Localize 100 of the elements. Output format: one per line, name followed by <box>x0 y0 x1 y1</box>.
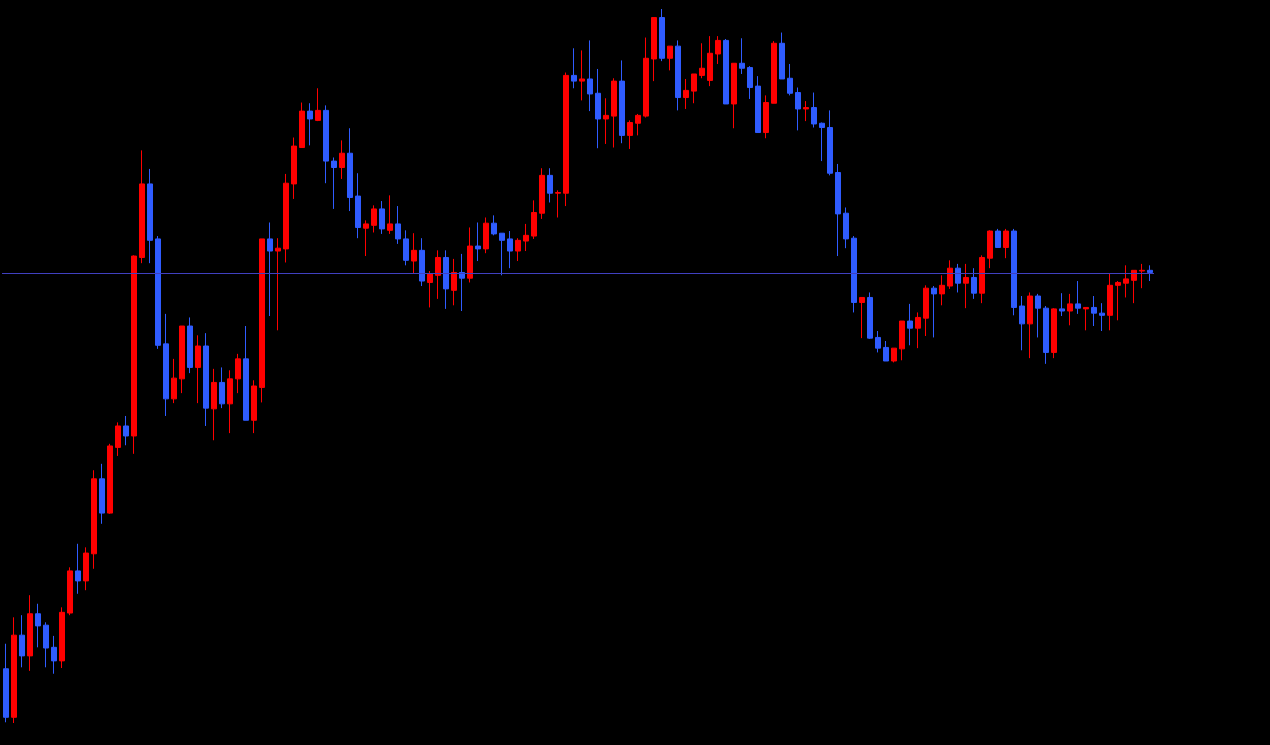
candlestick <box>731 62 737 129</box>
candlestick <box>1051 307 1057 359</box>
candlestick <box>651 17 657 82</box>
candlestick <box>227 369 233 434</box>
candlestick <box>419 237 425 287</box>
candlestick <box>211 368 217 441</box>
candlestick <box>883 340 889 362</box>
candlestick <box>435 249 441 300</box>
candlestick <box>163 313 169 417</box>
candlestick <box>403 229 409 266</box>
candlestick <box>243 325 249 421</box>
candlestick <box>379 200 385 235</box>
candlestick <box>723 38 729 105</box>
candlestick <box>339 139 345 180</box>
candlestick <box>787 63 793 96</box>
candlestick <box>659 8 665 62</box>
candlestick <box>443 249 449 310</box>
candlestick <box>195 334 201 404</box>
candlestick <box>467 226 473 283</box>
candlestick <box>411 232 417 274</box>
candlestick <box>331 157 337 210</box>
candlestick <box>259 238 265 403</box>
candlestick <box>779 32 785 80</box>
candlestick <box>635 113 641 136</box>
candlestick <box>395 205 401 245</box>
candlestick <box>115 421 121 457</box>
candlestick <box>203 332 209 427</box>
candlestick <box>851 235 857 313</box>
candlestick <box>75 543 81 595</box>
candlestick <box>555 189 561 218</box>
candlestick <box>667 45 673 71</box>
candlestick <box>619 59 625 144</box>
candlestick <box>139 149 145 264</box>
candlestick <box>603 97 609 145</box>
candlestick <box>539 167 545 220</box>
candlestick <box>627 119 633 150</box>
candlestick <box>155 235 161 350</box>
candlestick <box>547 167 553 203</box>
candlestick <box>691 73 697 104</box>
candlestick <box>971 267 977 300</box>
candlestick <box>595 68 601 149</box>
candlestick <box>1123 264 1129 298</box>
candlestick <box>571 47 577 89</box>
candlestick <box>675 39 681 111</box>
candlestick <box>27 594 33 672</box>
candlestick <box>491 214 497 236</box>
candlestick <box>1003 228 1009 259</box>
candlestick <box>275 237 281 331</box>
candlestick <box>579 49 585 101</box>
candlestick <box>171 358 177 404</box>
candlestick <box>123 415 129 446</box>
candlestick <box>859 296 865 339</box>
candlestick <box>363 219 369 257</box>
candlestick <box>1043 305 1049 365</box>
candlestick <box>107 443 113 515</box>
candlestick <box>587 39 593 112</box>
candlestick <box>251 379 257 434</box>
candlestick <box>987 229 993 269</box>
candlestick <box>1059 292 1065 317</box>
candlestick <box>747 65 753 100</box>
candlestick <box>307 102 313 146</box>
candlestick <box>755 75 761 134</box>
candlestick <box>795 87 801 131</box>
candlestick <box>1091 295 1097 327</box>
candlestick <box>995 228 1001 248</box>
candlestick <box>963 263 969 309</box>
candlestick <box>187 316 193 374</box>
candlestick <box>947 259 953 290</box>
candlestick <box>291 137 297 200</box>
candlestick <box>267 221 273 317</box>
candlestick <box>35 603 41 648</box>
candlestick <box>3 643 9 723</box>
candlestick <box>475 221 481 262</box>
candlestick <box>531 199 537 240</box>
candlestick <box>499 232 505 276</box>
candlestick <box>11 616 17 724</box>
candlestick <box>979 254 985 304</box>
candlestick <box>1083 306 1089 331</box>
candlestick <box>131 254 137 455</box>
candlestick <box>19 614 25 668</box>
candlestick <box>219 366 225 409</box>
candlestick <box>1011 228 1017 316</box>
candlestick <box>347 127 353 212</box>
candlestick <box>147 168 153 264</box>
candlestick <box>1075 280 1081 315</box>
candlestick <box>59 606 65 669</box>
candlestick <box>83 546 89 591</box>
candlestick <box>923 284 929 337</box>
candlestick <box>891 347 897 363</box>
candlestick <box>427 270 433 308</box>
candlestick <box>515 237 521 262</box>
candlestick <box>643 37 649 119</box>
candlestick <box>1019 295 1025 351</box>
candlestick <box>811 92 817 129</box>
candlestick <box>1107 272 1113 331</box>
candlestick <box>835 163 841 257</box>
candlestick <box>819 122 825 162</box>
candlestick <box>387 194 393 235</box>
candlestick <box>299 102 305 149</box>
candlestick <box>43 621 49 668</box>
